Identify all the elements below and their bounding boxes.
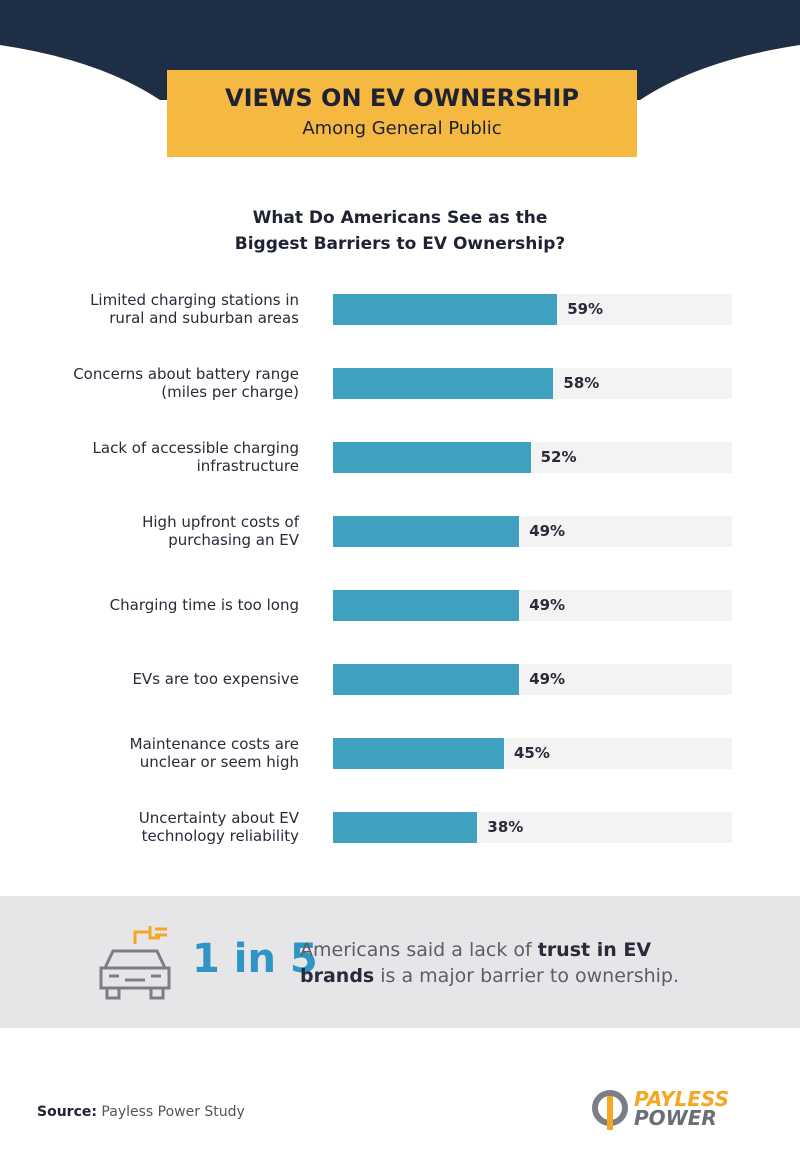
category-label: Maintenance costs are unclear or seem hi… bbox=[129, 735, 299, 771]
category-label: Limited charging stations in rural and s… bbox=[90, 291, 299, 327]
source: Source: Payless Power Study bbox=[37, 1104, 245, 1120]
header-title: VIEWS ON EV OWNERSHIP bbox=[225, 84, 579, 112]
callout-text-part: Americans said a lack of bbox=[300, 939, 538, 961]
callout-highlight: 1 in 5 bbox=[192, 936, 318, 982]
category-label: Lack of accessible charging infrastructu… bbox=[92, 439, 299, 475]
callout-text: Americans said a lack of trust in EV bra… bbox=[300, 937, 700, 989]
source-text: Payless Power Study bbox=[101, 1104, 245, 1120]
bar bbox=[333, 589, 520, 621]
bar bbox=[333, 293, 558, 325]
header-subtitle: Among General Public bbox=[302, 118, 502, 139]
bar bbox=[333, 515, 520, 547]
bar bbox=[333, 367, 554, 399]
category-label: Charging time is too long bbox=[109, 596, 299, 614]
value-label: 45% bbox=[514, 744, 550, 762]
source-label: Source: bbox=[37, 1104, 97, 1120]
logo-line: PAYLESS bbox=[634, 1087, 729, 1111]
bar bbox=[333, 663, 520, 695]
value-label: 49% bbox=[529, 522, 566, 540]
value-label: 49% bbox=[529, 596, 566, 614]
callout-band bbox=[0, 896, 800, 1028]
callout-text-bold: trust in EV brands bbox=[300, 939, 652, 987]
value-label: 52% bbox=[540, 448, 577, 466]
bar bbox=[333, 441, 531, 473]
value-label: 38% bbox=[487, 818, 524, 836]
category-label: EVs are too expensive bbox=[132, 670, 299, 688]
category-label: High upfront costs of purchasing an EV bbox=[142, 513, 299, 549]
value-label: 49% bbox=[529, 670, 566, 688]
category-label: Concerns about battery range (miles per … bbox=[73, 365, 299, 401]
callout-text-part: is a major barrier to ownership. bbox=[374, 965, 680, 987]
logo-text: PAYLESS POWER bbox=[634, 1087, 729, 1130]
value-label: 59% bbox=[567, 300, 604, 318]
category-label: Uncertainty about EV technology reliabil… bbox=[138, 809, 299, 845]
value-label: 58% bbox=[563, 374, 600, 392]
logo-mark bbox=[592, 1090, 628, 1130]
bar bbox=[333, 737, 504, 769]
chart-title: What Do Americans See as the Biggest Bar… bbox=[234, 208, 566, 254]
header-background bbox=[0, 0, 800, 157]
car-plug-icon bbox=[99, 926, 171, 1000]
bar bbox=[333, 811, 478, 843]
logo-line: POWER bbox=[634, 1106, 717, 1130]
